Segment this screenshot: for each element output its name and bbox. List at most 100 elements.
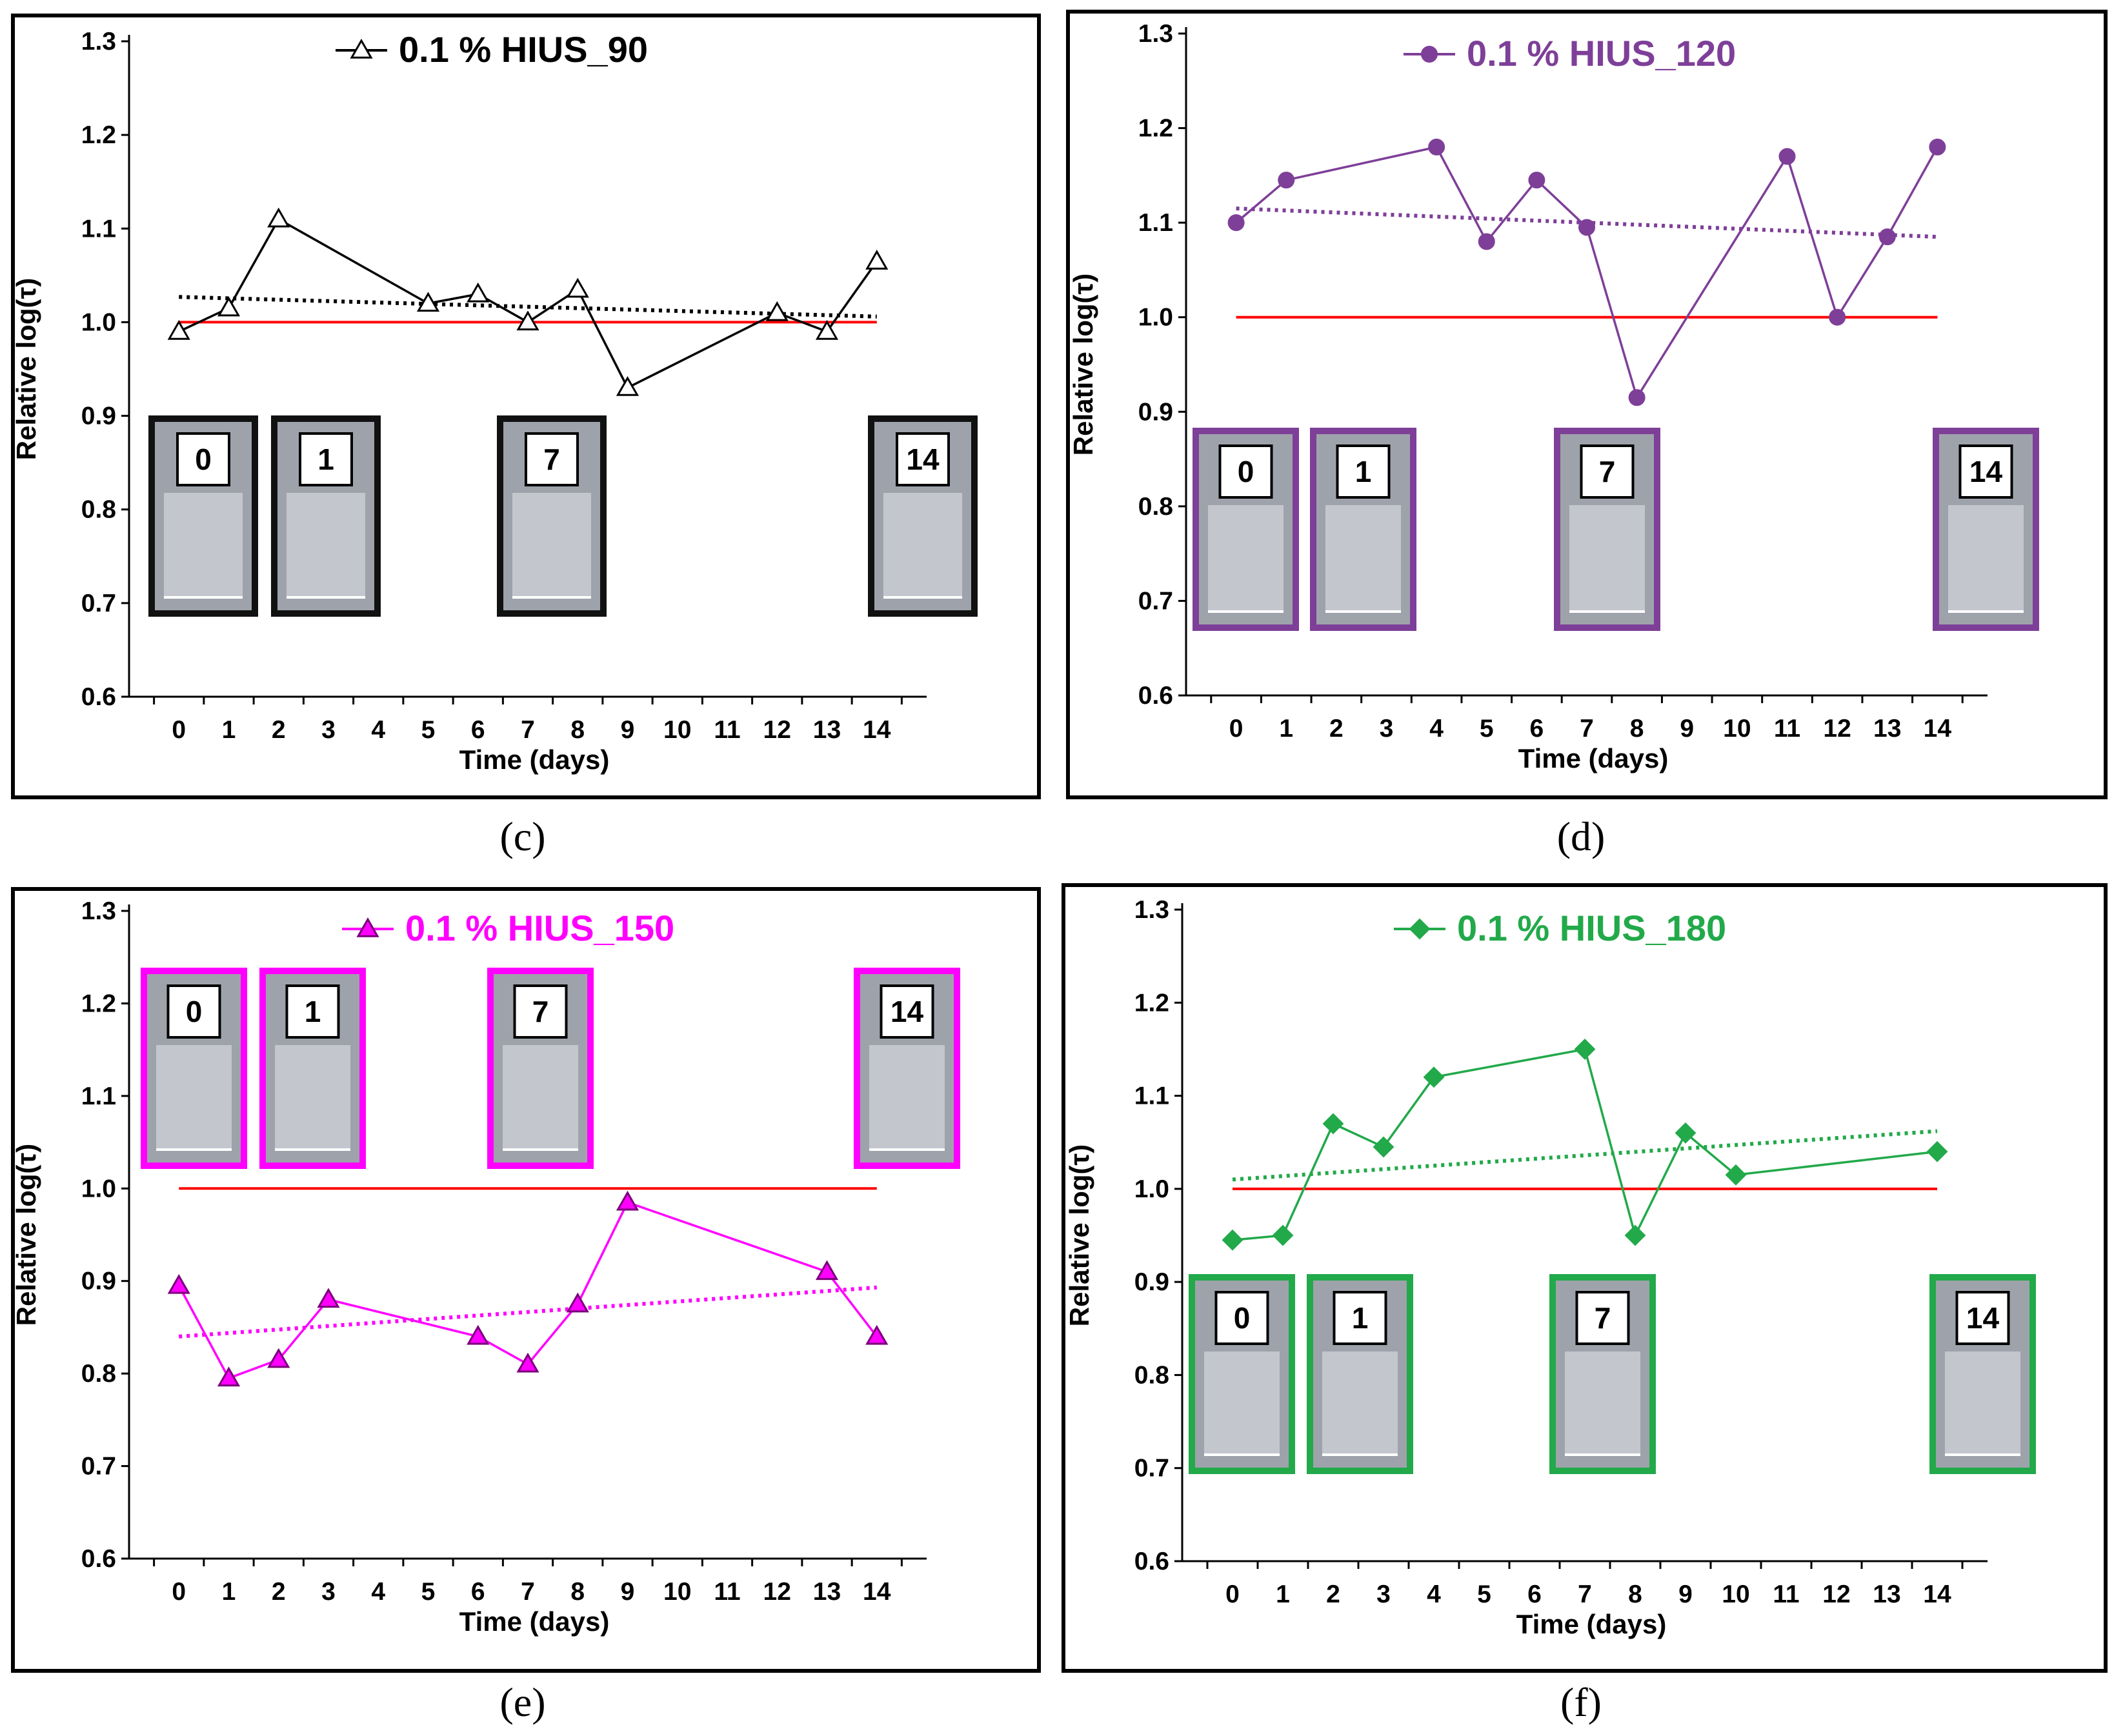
vial-liquid	[1565, 1352, 1640, 1455]
chart-panel-1: 0 1 7 140.60.70.80.91.01.11.21.30 1 2 3 4 5 6 7 8 9 1…	[1066, 10, 2108, 859]
data-point	[1409, 918, 1431, 940]
y-axis-label: Relative log(τ)	[1064, 1144, 1094, 1326]
x-axis-label: Time (days)	[459, 744, 610, 775]
day-label-box	[513, 984, 568, 1039]
data-point	[416, 292, 440, 312]
x-tick-label: 0	[1229, 715, 1243, 743]
data-point	[1778, 148, 1796, 165]
day-label: 1	[317, 443, 334, 476]
x-tick-label: 4	[1429, 715, 1444, 743]
y-tick-label: 0.7	[1138, 587, 1173, 615]
data-point	[1929, 138, 1946, 155]
day-label-box	[525, 432, 579, 486]
data-point	[317, 1288, 340, 1308]
vial-liquid	[287, 493, 365, 597]
day-label: 7	[532, 995, 549, 1028]
x-axis-label: Time (days)	[1516, 1609, 1667, 1639]
x-tick-label: 12	[1822, 1581, 1850, 1608]
panel-caption: (c)	[499, 813, 545, 859]
y-tick-label: 1.2	[1138, 115, 1173, 143]
data-point	[1675, 1122, 1696, 1144]
data-point	[616, 1190, 639, 1211]
y-tick-label: 0.8	[1134, 1361, 1169, 1389]
y-tick-label: 0.9	[1138, 398, 1173, 426]
vial-liquid	[503, 1045, 578, 1150]
x-tick-label: 1	[1276, 1581, 1290, 1608]
x-tick-label: 3	[1376, 1581, 1391, 1608]
day-label-box	[896, 432, 950, 486]
day-label-box	[1955, 1291, 2010, 1345]
x-tick-label: 9	[1680, 715, 1694, 743]
day-label: 14	[1969, 455, 2003, 488]
x-tick-label: 12	[763, 716, 791, 744]
y-tick-label: 1.3	[1134, 896, 1169, 924]
x-tick-label: 5	[1480, 715, 1494, 743]
vial-photo-inset: 14	[868, 415, 978, 617]
x-tick-label: 6	[471, 1578, 485, 1606]
data-point	[1322, 1113, 1344, 1135]
day-label-box	[880, 984, 934, 1039]
vial-photo-inset: 14	[1933, 428, 2039, 631]
x-tick-label: 4	[371, 1578, 385, 1606]
x-tick-label: 2	[1326, 1581, 1340, 1608]
y-axis-label: Relative log(τ)	[1068, 274, 1098, 455]
y-tick-label: 1.1	[1134, 1083, 1169, 1110]
vial-photo-inset: 0	[141, 968, 247, 1169]
day-label: 7	[1599, 455, 1616, 488]
vial-liquid	[1569, 505, 1645, 612]
x-tick-label: 1	[222, 1578, 236, 1606]
vial-photo-inset: 7	[487, 968, 594, 1169]
legend-label: 0.1 % HIUS_150	[405, 908, 674, 948]
x-tick-label: 3	[321, 716, 336, 744]
data-point	[865, 250, 889, 270]
y-tick-label: 1.2	[81, 121, 116, 149]
x-tick-label: 4	[371, 716, 385, 744]
day-label: 14	[891, 995, 924, 1028]
y-tick-label: 0.9	[81, 1268, 116, 1295]
data-point	[1421, 46, 1438, 63]
chart-panel-3: 0 1 7 140.60.70.80.91.01.11.21.30 1 2 3 4 5 6 7 8 9 1…	[1062, 883, 2108, 1725]
x-tick-label: 7	[1580, 715, 1594, 743]
panel-caption: (e)	[499, 1679, 545, 1725]
day-label-box	[1214, 1291, 1269, 1345]
day-label-box	[1575, 1291, 1630, 1345]
y-tick-label: 1.0	[81, 308, 116, 336]
x-tick-label: 14	[863, 716, 891, 744]
x-tick-label: 6	[1527, 1581, 1542, 1608]
y-tick-label: 1.2	[1134, 989, 1169, 1017]
x-tick-label: 3	[321, 1578, 336, 1606]
day-label-box	[166, 984, 221, 1039]
vial-photo-inset: 1	[271, 415, 381, 617]
vial-photo-inset: 0	[1193, 428, 1299, 631]
day-label-box	[176, 432, 230, 486]
day-label: 7	[1595, 1301, 1611, 1335]
x-tick-label: 12	[763, 1578, 791, 1606]
data-point	[350, 38, 373, 59]
y-tick-label: 0.9	[1134, 1268, 1169, 1296]
data-point	[1725, 1164, 1747, 1186]
x-tick-label: 10	[663, 716, 691, 744]
x-tick-label: 5	[1477, 1581, 1491, 1608]
day-label-box	[1333, 1291, 1387, 1345]
x-tick-label: 2	[272, 716, 286, 744]
panel-caption: (f)	[1560, 1679, 1602, 1725]
x-tick-label: 2	[272, 1578, 286, 1606]
x-tick-label: 14	[1924, 715, 1952, 743]
panel-frame	[11, 14, 1041, 799]
y-tick-label: 0.8	[81, 496, 116, 524]
x-tick-label: 0	[1225, 1581, 1240, 1608]
x-tick-label: 4	[1427, 1581, 1441, 1608]
x-tick-label: 8	[1630, 715, 1644, 743]
y-axis-label: Relative log(τ)	[11, 1144, 41, 1326]
day-label: 1	[305, 995, 321, 1028]
vial-liquid	[275, 1045, 350, 1150]
data-point	[217, 1366, 241, 1387]
y-tick-label: 1.3	[81, 897, 116, 925]
data-point	[1624, 1224, 1646, 1246]
vial-photo-inset: 7	[1549, 1274, 1656, 1474]
x-tick-label: 7	[521, 716, 535, 744]
vial-photo-inset: 7	[1554, 428, 1660, 631]
x-tick-label: 13	[813, 716, 841, 744]
series-line	[1232, 1048, 1938, 1241]
vial-liquid	[1948, 505, 2024, 612]
